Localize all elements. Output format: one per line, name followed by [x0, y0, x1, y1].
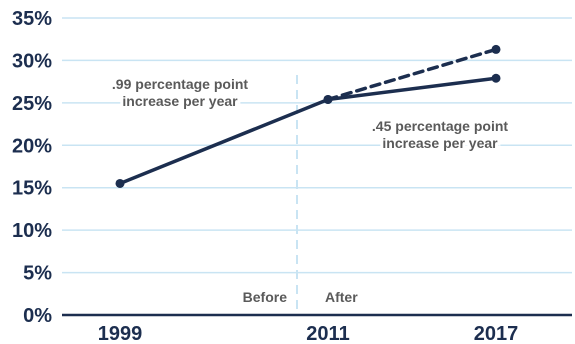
series-line-dashed: [326, 47, 498, 102]
y-tick-label: 10%: [12, 220, 52, 242]
y-tick-label: 5%: [23, 263, 52, 285]
annotation-before-line: .99 percentage point: [112, 76, 248, 92]
y-tick-label: 35%: [12, 8, 52, 30]
annotation-before-line: increase per year: [122, 93, 238, 109]
y-tick-label: 0%: [23, 305, 52, 327]
y-tick-label: 25%: [12, 93, 52, 115]
y-tick-label: 15%: [12, 178, 52, 200]
annotation-after-line: .45 percentage point: [372, 118, 508, 134]
x-tick-label: 2017: [474, 323, 519, 344]
y-tick-label: 30%: [12, 50, 52, 72]
annotation-after-line: increase per year: [382, 135, 498, 151]
data-point: [323, 94, 333, 104]
y-tick-label: 20%: [12, 135, 52, 157]
x-tick-label: 2011: [306, 323, 349, 344]
data-point: [491, 44, 501, 54]
data-point: [115, 178, 125, 188]
x-tick-label: 1999: [98, 323, 143, 344]
data-point: [491, 73, 501, 83]
after-label: After: [325, 289, 358, 305]
before-label: Before: [243, 289, 288, 305]
